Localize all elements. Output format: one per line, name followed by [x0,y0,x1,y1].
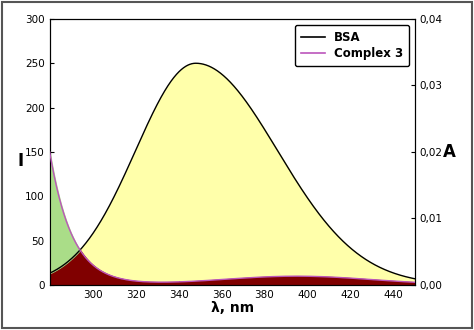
X-axis label: λ, nm: λ, nm [211,301,254,315]
Y-axis label: A: A [443,143,456,161]
Y-axis label: I: I [18,152,24,170]
Legend: BSA, Complex 3: BSA, Complex 3 [295,25,409,66]
